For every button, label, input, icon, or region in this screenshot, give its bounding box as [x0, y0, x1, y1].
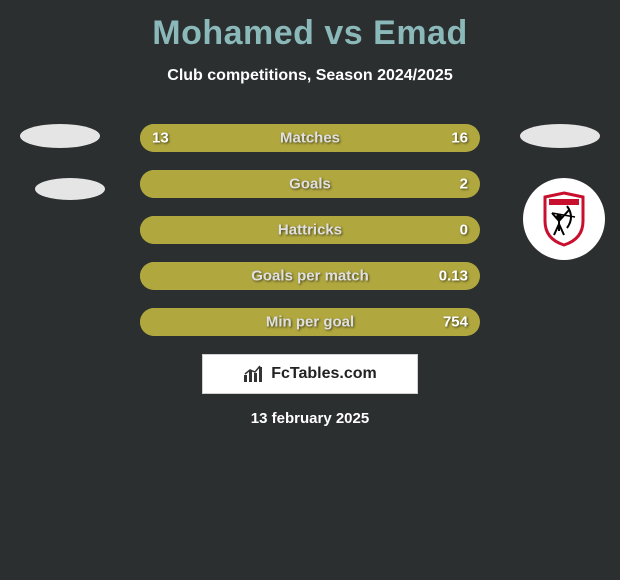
- left-player-club-placeholder: [35, 178, 105, 200]
- row-label: Goals per match: [251, 268, 369, 285]
- right-value: 2: [460, 176, 468, 193]
- right-player-club-badge: [523, 178, 605, 260]
- comparison-row: Goals 2: [140, 170, 480, 198]
- bar-chart-icon: [243, 365, 265, 383]
- right-player-avatar-placeholder: [520, 124, 600, 148]
- brand-badge[interactable]: FcTables.com: [202, 354, 418, 394]
- row-label: Min per goal: [266, 314, 354, 331]
- right-value: 16: [451, 130, 468, 147]
- bar-fill-left: [140, 170, 276, 198]
- right-value: 0.13: [439, 268, 468, 285]
- shield-icon: [541, 191, 587, 247]
- comparison-row: Goals per match 0.13: [140, 262, 480, 290]
- comparison-row: 13 Matches 16: [140, 124, 480, 152]
- row-label: Goals: [289, 176, 331, 193]
- right-value: 0: [460, 222, 468, 239]
- page-title: Mohamed vs Emad: [0, 0, 620, 53]
- date-text: 13 february 2025: [251, 410, 369, 427]
- comparison-row: Hattricks 0: [140, 216, 480, 244]
- comparison-row: Min per goal 754: [140, 308, 480, 336]
- comparison-bars: 13 Matches 16 Goals 2 Hattricks 0 Goals per mat…: [140, 124, 480, 354]
- left-player-avatar-placeholder: [20, 124, 100, 148]
- row-label: Matches: [280, 130, 340, 147]
- left-value: 13: [152, 130, 169, 147]
- right-value: 754: [443, 314, 468, 331]
- brand-text: FcTables.com: [271, 365, 377, 383]
- row-label: Hattricks: [278, 222, 342, 239]
- subtitle: Club competitions, Season 2024/2025: [0, 67, 620, 85]
